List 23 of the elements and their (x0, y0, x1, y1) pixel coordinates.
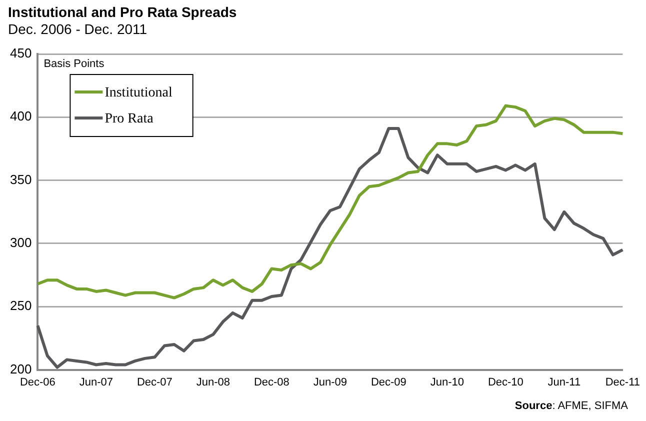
x-tick-label: Dec-08 (254, 376, 290, 388)
y-tick-label: 450 (10, 46, 32, 61)
x-tick-label: Dec-07 (136, 376, 172, 388)
y-tick-label: 350 (10, 172, 32, 187)
legend-label: Institutional (104, 86, 172, 101)
x-tick-label: Dec-10 (488, 376, 524, 388)
y-tick-label: 400 (10, 108, 32, 124)
chart-title: Institutional and Pro Rata Spreads (8, 4, 237, 20)
y-tick-label: 200 (10, 361, 32, 376)
x-tick-label: Jun-09 (313, 376, 348, 388)
x-tick-label: Dec-06 (20, 376, 56, 388)
x-tick-label: Jun-08 (196, 376, 230, 388)
x-tick-label: Jun-11 (548, 376, 581, 388)
x-tick-label: Dec-09 (370, 376, 406, 388)
chart-subtitle: Dec. 2006 - Dec. 2011 (8, 21, 148, 37)
source-note: Source: AFME, SIFMA (514, 400, 628, 412)
y-tick-label: 250 (10, 298, 32, 314)
x-tick-label: Jun-10 (430, 376, 464, 388)
y-tick-label: 300 (10, 235, 32, 250)
x-tick-label: Dec-11 (605, 376, 640, 388)
x-tick-label: Jun-07 (79, 376, 114, 388)
y-axis-title: Basis Points (44, 58, 105, 70)
legend-label: Pro Rata (104, 112, 154, 127)
